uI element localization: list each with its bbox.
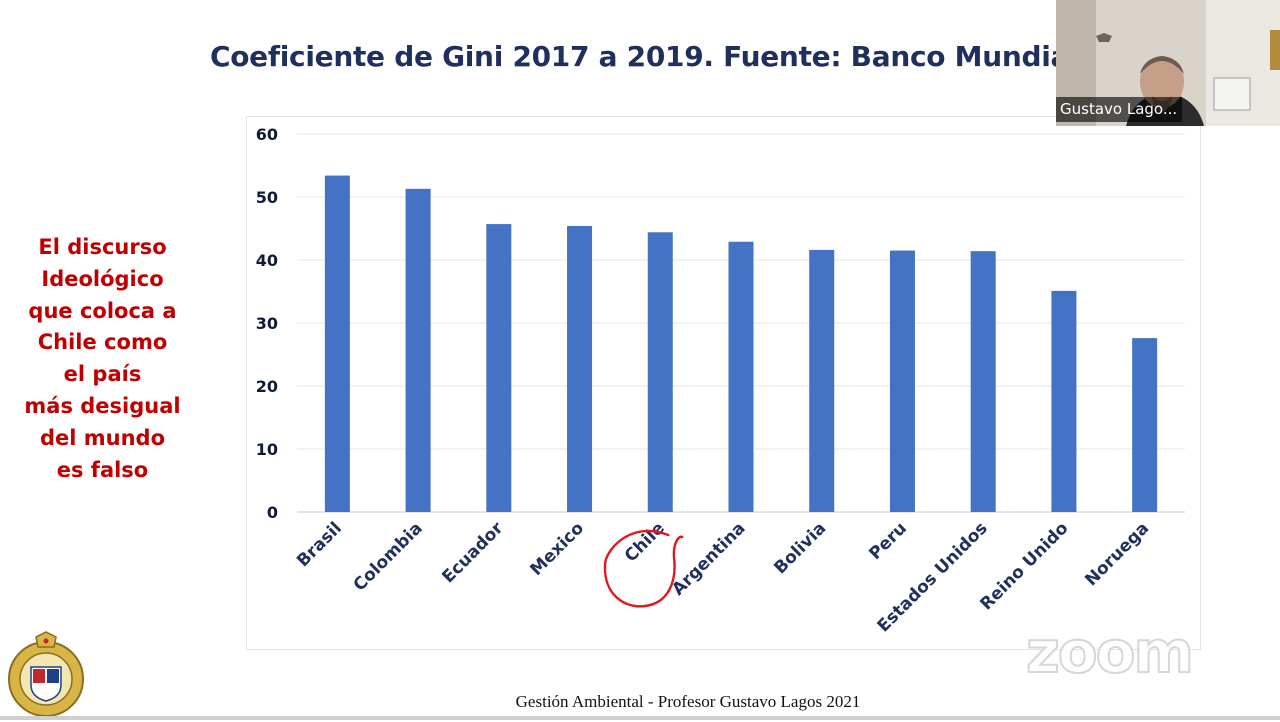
y-tick-label: 0 (267, 503, 278, 522)
bar-chart: 0 10 20 30 40 50 60 Brasil Colombia Ecuador Mexico… (246, 116, 1201, 650)
x-category-label: Mexico (527, 518, 589, 580)
y-tick-label: 50 (256, 188, 278, 207)
x-category-label: Colombia (350, 518, 427, 595)
bar-bolivia (809, 249, 835, 513)
side-note-line: El discurso (38, 235, 167, 259)
window-bottom-edge (0, 716, 1280, 720)
side-note-line: es falso (56, 457, 149, 482)
x-category-label: Ecuador (438, 518, 507, 587)
side-note-line: que coloca a (28, 298, 177, 323)
bar-chile (647, 232, 673, 512)
bar-argentina (728, 241, 754, 512)
bar-estados-unidos (970, 251, 996, 512)
zoom-watermark: zoom (1025, 618, 1195, 686)
bar-reino-unido (1051, 290, 1077, 512)
x-category-label: Argentina (668, 518, 749, 599)
slide-footer: Gestión Ambiental - Profesor Gustavo Lag… (515, 692, 861, 711)
side-note-line: Chile como (37, 330, 168, 355)
university-crest-icon (3, 631, 89, 722)
y-tick-label: 30 (256, 314, 278, 333)
y-tick-label: 20 (256, 377, 278, 396)
bar-brasil (324, 175, 350, 512)
x-category-label: Noruega (1081, 518, 1153, 590)
hand-drawn-circle-annotation (603, 529, 684, 608)
bar-ecuador (486, 224, 512, 512)
side-note-line: Ideológico (41, 266, 164, 291)
side-note-line: más desigual (24, 393, 181, 418)
bar-colombia (405, 188, 431, 512)
webcam-feed (1056, 0, 1280, 126)
x-category-label: Chile (621, 518, 669, 566)
y-tick-label: 40 (256, 251, 278, 270)
slide-title: Coeficiente de Gini 2017 a 2019. Fuente:… (210, 40, 1079, 73)
x-category-label: Brasil (293, 518, 346, 571)
bar-mexico (567, 225, 593, 512)
y-tick-label: 10 (256, 440, 278, 459)
x-category-label: Bolivia (770, 518, 830, 578)
y-tick-label: 60 (256, 125, 278, 144)
x-category-label: Peru (865, 518, 911, 564)
side-note-line: del mundo (39, 425, 166, 450)
bar-peru (889, 250, 915, 513)
bar-chart-svg: 0 10 20 30 40 50 60 Brasil Colombia Ecuador Mexico… (256, 125, 1185, 636)
bar-noruega (1132, 338, 1158, 512)
participant-name-label: Gustavo Lago... (1056, 97, 1182, 122)
side-note-line: el país (63, 362, 142, 387)
side-note: El discurso Ideológico que coloca a Chil… (20, 232, 185, 486)
